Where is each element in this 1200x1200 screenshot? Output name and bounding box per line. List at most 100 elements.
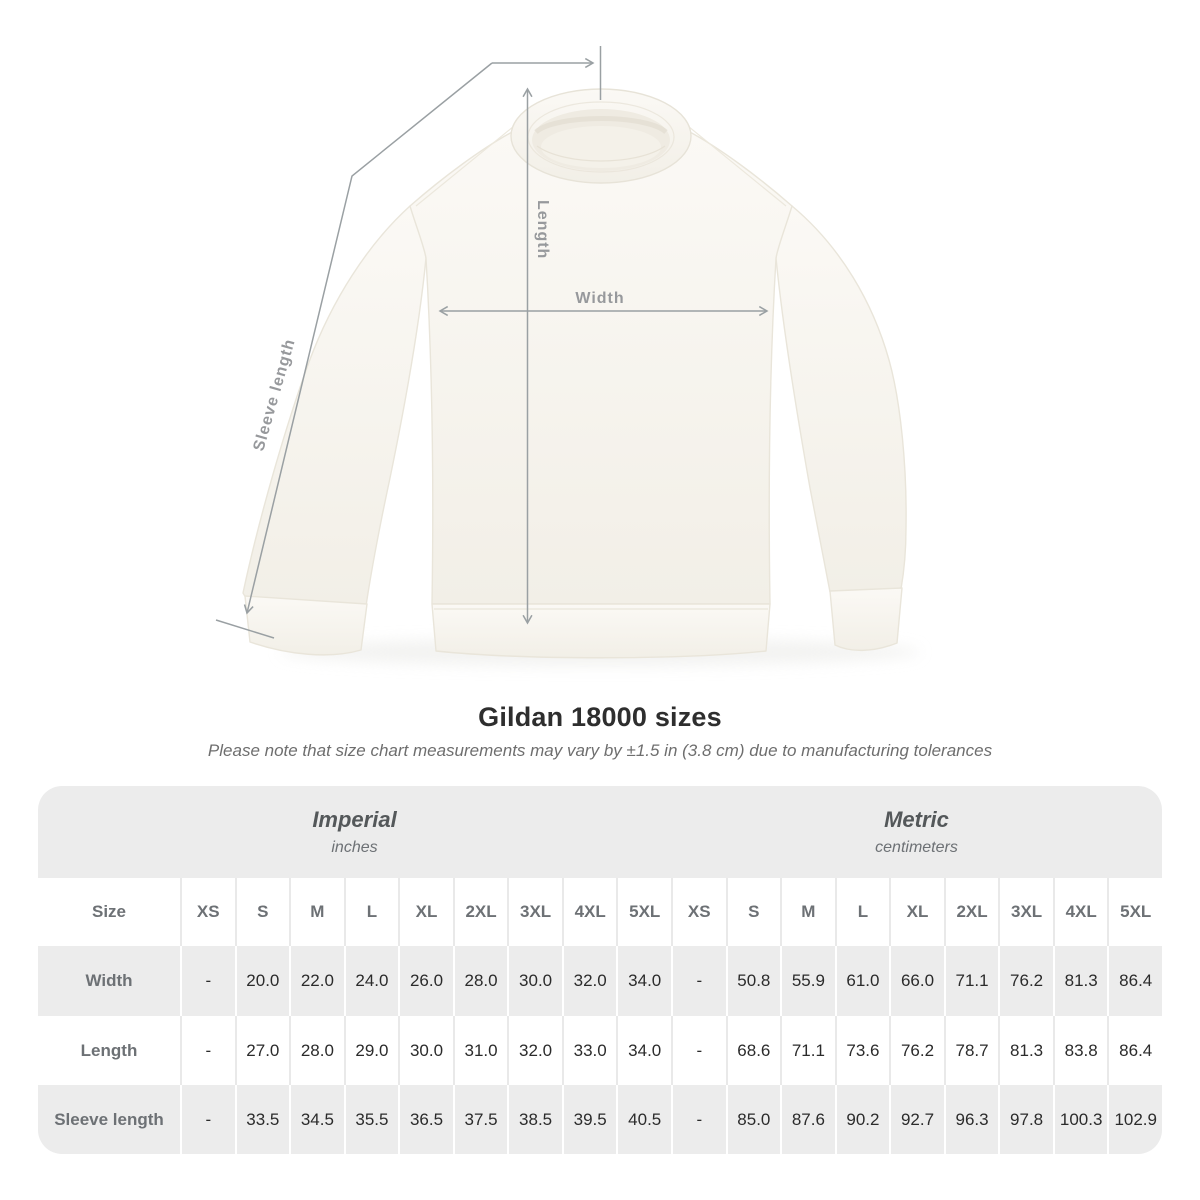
column-header-imperial-5xl: 5XL [616, 878, 671, 946]
value-imperial-width: 24.0 [343, 946, 399, 1016]
width-label: Width [575, 290, 624, 307]
value-imperial-width: 28.0 [452, 946, 508, 1016]
value-imperial-sleeve-length: 39.5 [561, 1085, 617, 1154]
column-header-metric-2xl: 2XL [943, 878, 999, 946]
column-header-imperial-m: M [289, 878, 344, 946]
value-imperial-length: 34.0 [616, 1016, 671, 1085]
sweatshirt-diagram-svg: Width Length Sleeve length [215, 46, 920, 666]
value-imperial-length: 31.0 [452, 1016, 508, 1085]
column-header-metric-l: L [834, 878, 890, 946]
value-metric-sleeve-length: 102.9 [1107, 1085, 1162, 1154]
sweatshirt-graphic [242, 88, 920, 666]
value-imperial-width: 20.0 [234, 946, 290, 1016]
value-imperial-width: 22.0 [289, 946, 344, 1016]
imperial-label: Imperial [312, 807, 397, 832]
value-metric-length: 86.4 [1107, 1016, 1162, 1085]
column-header-size: Size [38, 878, 180, 946]
tolerance-note: Please note that size chart measurements… [207, 741, 993, 760]
right-cuff [829, 587, 903, 652]
value-imperial-sleeve-length: 35.5 [343, 1085, 399, 1154]
metric-label: Metric [884, 807, 949, 832]
unit-group-metric: Metric centimeters [671, 786, 1162, 878]
value-imperial-width: - [180, 946, 235, 1016]
value-imperial-length: 27.0 [234, 1016, 290, 1085]
column-header-imperial-2xl: 2XL [452, 878, 508, 946]
value-metric-sleeve-length: 92.7 [889, 1085, 944, 1154]
value-metric-length: - [671, 1016, 726, 1085]
left-cuff [244, 595, 368, 656]
value-metric-width: 55.9 [780, 946, 835, 1016]
value-metric-sleeve-length: 90.2 [834, 1085, 890, 1154]
column-header-metric-xs: XS [671, 878, 726, 946]
value-imperial-sleeve-length: 38.5 [507, 1085, 562, 1154]
imperial-unit: inches [331, 839, 378, 856]
value-imperial-sleeve-length: 40.5 [616, 1085, 671, 1154]
value-metric-length: 78.7 [943, 1016, 999, 1085]
column-header-metric-3xl: 3XL [998, 878, 1053, 946]
value-metric-sleeve-length: 97.8 [998, 1085, 1053, 1154]
column-header-imperial-4xl: 4XL [561, 878, 617, 946]
row-label-width: Width [38, 946, 180, 1016]
value-imperial-length: 30.0 [398, 1016, 453, 1085]
length-label: Length [534, 200, 551, 259]
column-header-imperial-xs: XS [180, 878, 235, 946]
row-label-sleeve-length: Sleeve length [38, 1085, 180, 1154]
sleeve-end-tick [215, 619, 275, 639]
sleeve-length-line [243, 62, 493, 615]
value-metric-sleeve-length: - [671, 1085, 726, 1154]
value-imperial-sleeve-length: 34.5 [289, 1085, 344, 1154]
size-guide-page: Width Length Sleeve length Gildan 18000 … [38, 46, 1162, 1154]
column-header-imperial-xl: XL [398, 878, 453, 946]
measurement-annotations [215, 46, 769, 639]
value-metric-sleeve-length: 85.0 [725, 1085, 781, 1154]
value-imperial-length: 32.0 [507, 1016, 562, 1085]
column-header-metric-5xl: 5XL [1107, 878, 1162, 946]
value-imperial-sleeve-length: 33.5 [234, 1085, 290, 1154]
value-imperial-sleeve-length: 37.5 [452, 1085, 508, 1154]
value-imperial-width: 26.0 [398, 946, 453, 1016]
value-metric-length: 81.3 [998, 1016, 1053, 1085]
value-metric-length: 73.6 [834, 1016, 890, 1085]
value-imperial-length: - [180, 1016, 235, 1085]
value-metric-width: 50.8 [725, 946, 781, 1016]
value-imperial-sleeve-length: - [180, 1085, 235, 1154]
value-metric-length: 83.8 [1052, 1016, 1108, 1085]
size-chart-table: Imperial inches Metric centimeters Size X… [38, 786, 1162, 1154]
left-sleeve [242, 205, 427, 607]
value-metric-width: 61.0 [834, 946, 890, 1016]
value-metric-width: 81.3 [1052, 946, 1108, 1016]
value-metric-length: 76.2 [889, 1016, 944, 1085]
body-panel [409, 130, 793, 605]
column-header-imperial-s: S [234, 878, 290, 946]
value-metric-sleeve-length: 87.6 [780, 1085, 835, 1154]
value-metric-sleeve-length: 100.3 [1052, 1085, 1108, 1154]
right-sleeve [775, 205, 907, 593]
value-imperial-length: 28.0 [289, 1016, 344, 1085]
waistband [431, 603, 771, 659]
value-metric-width: 86.4 [1107, 946, 1162, 1016]
row-label-length: Length [38, 1016, 180, 1085]
value-metric-sleeve-length: 96.3 [943, 1085, 999, 1154]
column-header-metric-m: M [780, 878, 835, 946]
value-imperial-width: 32.0 [561, 946, 617, 1016]
value-metric-width: - [671, 946, 726, 1016]
column-header-metric-4xl: 4XL [1052, 878, 1108, 946]
value-metric-length: 71.1 [780, 1016, 835, 1085]
value-imperial-width: 34.0 [616, 946, 671, 1016]
value-metric-width: 76.2 [998, 946, 1053, 1016]
value-imperial-length: 29.0 [343, 1016, 399, 1085]
value-metric-width: 66.0 [889, 946, 944, 1016]
value-imperial-sleeve-length: 36.5 [398, 1085, 453, 1154]
sweatshirt-photo: Width Length Sleeve length [215, 46, 920, 666]
value-metric-width: 71.1 [943, 946, 999, 1016]
page-title: Gildan 18000 sizes [478, 702, 722, 732]
value-imperial-length: 33.0 [561, 1016, 617, 1085]
unit-group-imperial: Imperial inches [38, 786, 671, 878]
column-header-imperial-3xl: 3XL [507, 878, 562, 946]
value-imperial-width: 30.0 [507, 946, 562, 1016]
column-header-metric-s: S [725, 878, 781, 946]
column-header-imperial-l: L [343, 878, 399, 946]
column-header-metric-xl: XL [889, 878, 944, 946]
value-metric-length: 68.6 [725, 1016, 781, 1085]
metric-unit: centimeters [875, 839, 958, 856]
